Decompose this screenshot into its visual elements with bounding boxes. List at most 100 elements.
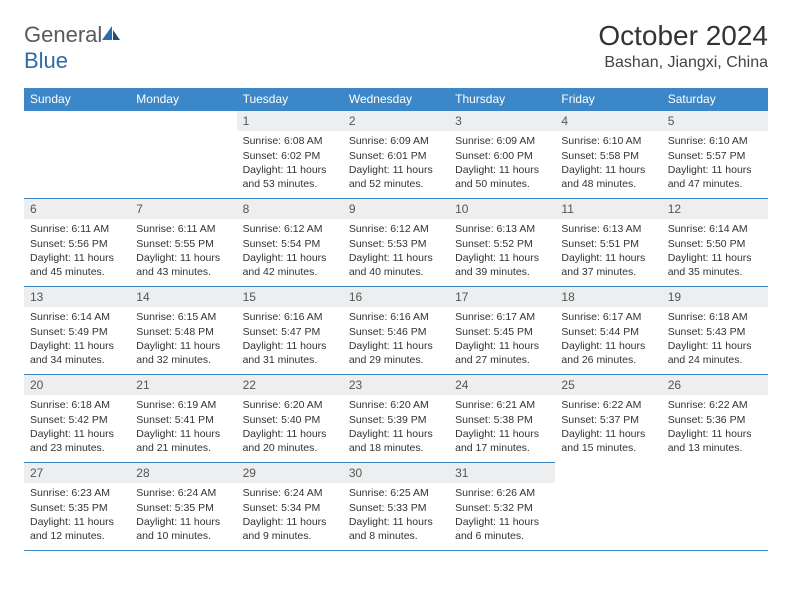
calendar-cell: 9Sunrise: 6:12 AMSunset: 5:53 PMDaylight… bbox=[343, 199, 449, 287]
day-details: Sunrise: 6:16 AMSunset: 5:47 PMDaylight:… bbox=[237, 307, 343, 373]
day-number: 2 bbox=[343, 111, 449, 131]
day-details: Sunrise: 6:14 AMSunset: 5:50 PMDaylight:… bbox=[662, 219, 768, 285]
page-header: General Blue October 2024 Bashan, Jiangx… bbox=[24, 20, 768, 74]
day-details: Sunrise: 6:24 AMSunset: 5:34 PMDaylight:… bbox=[237, 483, 343, 549]
day-details: Sunrise: 6:08 AMSunset: 6:02 PMDaylight:… bbox=[237, 131, 343, 197]
calendar-cell: 6Sunrise: 6:11 AMSunset: 5:56 PMDaylight… bbox=[24, 199, 130, 287]
calendar-cell: 19Sunrise: 6:18 AMSunset: 5:43 PMDayligh… bbox=[662, 287, 768, 375]
calendar-cell bbox=[662, 463, 768, 551]
day-details: Sunrise: 6:22 AMSunset: 5:37 PMDaylight:… bbox=[555, 395, 661, 461]
calendar-week-row: 27Sunrise: 6:23 AMSunset: 5:35 PMDayligh… bbox=[24, 463, 768, 551]
calendar-cell: 14Sunrise: 6:15 AMSunset: 5:48 PMDayligh… bbox=[130, 287, 236, 375]
calendar-cell: 24Sunrise: 6:21 AMSunset: 5:38 PMDayligh… bbox=[449, 375, 555, 463]
day-details: Sunrise: 6:13 AMSunset: 5:51 PMDaylight:… bbox=[555, 219, 661, 285]
calendar-cell: 2Sunrise: 6:09 AMSunset: 6:01 PMDaylight… bbox=[343, 111, 449, 199]
calendar-cell bbox=[24, 111, 130, 199]
day-number: 20 bbox=[24, 375, 130, 395]
day-number: 28 bbox=[130, 463, 236, 483]
day-number: 7 bbox=[130, 199, 236, 219]
day-number: 3 bbox=[449, 111, 555, 131]
day-details: Sunrise: 6:23 AMSunset: 5:35 PMDaylight:… bbox=[24, 483, 130, 549]
day-number: 5 bbox=[662, 111, 768, 131]
calendar-cell: 31Sunrise: 6:26 AMSunset: 5:32 PMDayligh… bbox=[449, 463, 555, 551]
day-number: 11 bbox=[555, 199, 661, 219]
calendar-cell: 5Sunrise: 6:10 AMSunset: 5:57 PMDaylight… bbox=[662, 111, 768, 199]
calendar-cell: 26Sunrise: 6:22 AMSunset: 5:36 PMDayligh… bbox=[662, 375, 768, 463]
calendar-week-row: 13Sunrise: 6:14 AMSunset: 5:49 PMDayligh… bbox=[24, 287, 768, 375]
calendar-cell: 28Sunrise: 6:24 AMSunset: 5:35 PMDayligh… bbox=[130, 463, 236, 551]
calendar-cell: 20Sunrise: 6:18 AMSunset: 5:42 PMDayligh… bbox=[24, 375, 130, 463]
calendar-cell: 25Sunrise: 6:22 AMSunset: 5:37 PMDayligh… bbox=[555, 375, 661, 463]
day-number: 1 bbox=[237, 111, 343, 131]
day-number: 4 bbox=[555, 111, 661, 131]
weekday-header: Saturday bbox=[662, 88, 768, 111]
day-details: Sunrise: 6:11 AMSunset: 5:56 PMDaylight:… bbox=[24, 219, 130, 285]
day-number: 25 bbox=[555, 375, 661, 395]
calendar-body: 1Sunrise: 6:08 AMSunset: 6:02 PMDaylight… bbox=[24, 111, 768, 551]
logo-sail-icon bbox=[100, 22, 122, 47]
weekday-header: Sunday bbox=[24, 88, 130, 111]
day-details: Sunrise: 6:18 AMSunset: 5:42 PMDaylight:… bbox=[24, 395, 130, 461]
day-number: 16 bbox=[343, 287, 449, 307]
day-details: Sunrise: 6:14 AMSunset: 5:49 PMDaylight:… bbox=[24, 307, 130, 373]
weekday-header: Friday bbox=[555, 88, 661, 111]
calendar-week-row: 6Sunrise: 6:11 AMSunset: 5:56 PMDaylight… bbox=[24, 199, 768, 287]
calendar-cell: 29Sunrise: 6:24 AMSunset: 5:34 PMDayligh… bbox=[237, 463, 343, 551]
calendar-week-row: 1Sunrise: 6:08 AMSunset: 6:02 PMDaylight… bbox=[24, 111, 768, 199]
day-details: Sunrise: 6:20 AMSunset: 5:40 PMDaylight:… bbox=[237, 395, 343, 461]
calendar-cell: 23Sunrise: 6:20 AMSunset: 5:39 PMDayligh… bbox=[343, 375, 449, 463]
day-details: Sunrise: 6:19 AMSunset: 5:41 PMDaylight:… bbox=[130, 395, 236, 461]
location-text: Bashan, Jiangxi, China bbox=[598, 54, 768, 72]
day-details: Sunrise: 6:21 AMSunset: 5:38 PMDaylight:… bbox=[449, 395, 555, 461]
calendar-cell: 27Sunrise: 6:23 AMSunset: 5:35 PMDayligh… bbox=[24, 463, 130, 551]
day-number: 13 bbox=[24, 287, 130, 307]
calendar-cell: 4Sunrise: 6:10 AMSunset: 5:58 PMDaylight… bbox=[555, 111, 661, 199]
day-details: Sunrise: 6:12 AMSunset: 5:54 PMDaylight:… bbox=[237, 219, 343, 285]
day-details: Sunrise: 6:13 AMSunset: 5:52 PMDaylight:… bbox=[449, 219, 555, 285]
day-number: 23 bbox=[343, 375, 449, 395]
calendar-cell: 12Sunrise: 6:14 AMSunset: 5:50 PMDayligh… bbox=[662, 199, 768, 287]
day-number: 14 bbox=[130, 287, 236, 307]
logo-text: General Blue bbox=[24, 22, 122, 74]
day-number: 29 bbox=[237, 463, 343, 483]
weekday-header: Tuesday bbox=[237, 88, 343, 111]
day-number: 30 bbox=[343, 463, 449, 483]
calendar-cell: 16Sunrise: 6:16 AMSunset: 5:46 PMDayligh… bbox=[343, 287, 449, 375]
weekday-header: Monday bbox=[130, 88, 236, 111]
day-number: 12 bbox=[662, 199, 768, 219]
day-number: 21 bbox=[130, 375, 236, 395]
logo-word2: Blue bbox=[24, 48, 68, 73]
day-number: 6 bbox=[24, 199, 130, 219]
weekday-header: Thursday bbox=[449, 88, 555, 111]
calendar-cell: 1Sunrise: 6:08 AMSunset: 6:02 PMDaylight… bbox=[237, 111, 343, 199]
day-number: 15 bbox=[237, 287, 343, 307]
calendar-cell: 30Sunrise: 6:25 AMSunset: 5:33 PMDayligh… bbox=[343, 463, 449, 551]
day-number: 18 bbox=[555, 287, 661, 307]
day-number: 24 bbox=[449, 375, 555, 395]
day-details: Sunrise: 6:17 AMSunset: 5:45 PMDaylight:… bbox=[449, 307, 555, 373]
calendar-cell: 13Sunrise: 6:14 AMSunset: 5:49 PMDayligh… bbox=[24, 287, 130, 375]
day-details: Sunrise: 6:10 AMSunset: 5:57 PMDaylight:… bbox=[662, 131, 768, 197]
day-details: Sunrise: 6:18 AMSunset: 5:43 PMDaylight:… bbox=[662, 307, 768, 373]
calendar-cell: 3Sunrise: 6:09 AMSunset: 6:00 PMDaylight… bbox=[449, 111, 555, 199]
day-details: Sunrise: 6:09 AMSunset: 6:01 PMDaylight:… bbox=[343, 131, 449, 197]
day-details: Sunrise: 6:16 AMSunset: 5:46 PMDaylight:… bbox=[343, 307, 449, 373]
page-title: October 2024 bbox=[598, 20, 768, 52]
day-details: Sunrise: 6:17 AMSunset: 5:44 PMDaylight:… bbox=[555, 307, 661, 373]
calendar-cell: 22Sunrise: 6:20 AMSunset: 5:40 PMDayligh… bbox=[237, 375, 343, 463]
calendar-cell bbox=[130, 111, 236, 199]
logo: General Blue bbox=[24, 22, 122, 74]
day-details: Sunrise: 6:11 AMSunset: 5:55 PMDaylight:… bbox=[130, 219, 236, 285]
day-number: 27 bbox=[24, 463, 130, 483]
calendar-cell: 7Sunrise: 6:11 AMSunset: 5:55 PMDaylight… bbox=[130, 199, 236, 287]
day-details: Sunrise: 6:09 AMSunset: 6:00 PMDaylight:… bbox=[449, 131, 555, 197]
title-block: October 2024 Bashan, Jiangxi, China bbox=[598, 20, 768, 72]
day-details: Sunrise: 6:10 AMSunset: 5:58 PMDaylight:… bbox=[555, 131, 661, 197]
weekday-header: Wednesday bbox=[343, 88, 449, 111]
day-details: Sunrise: 6:12 AMSunset: 5:53 PMDaylight:… bbox=[343, 219, 449, 285]
day-number: 10 bbox=[449, 199, 555, 219]
calendar-cell: 15Sunrise: 6:16 AMSunset: 5:47 PMDayligh… bbox=[237, 287, 343, 375]
day-number: 17 bbox=[449, 287, 555, 307]
calendar-week-row: 20Sunrise: 6:18 AMSunset: 5:42 PMDayligh… bbox=[24, 375, 768, 463]
calendar-cell: 17Sunrise: 6:17 AMSunset: 5:45 PMDayligh… bbox=[449, 287, 555, 375]
